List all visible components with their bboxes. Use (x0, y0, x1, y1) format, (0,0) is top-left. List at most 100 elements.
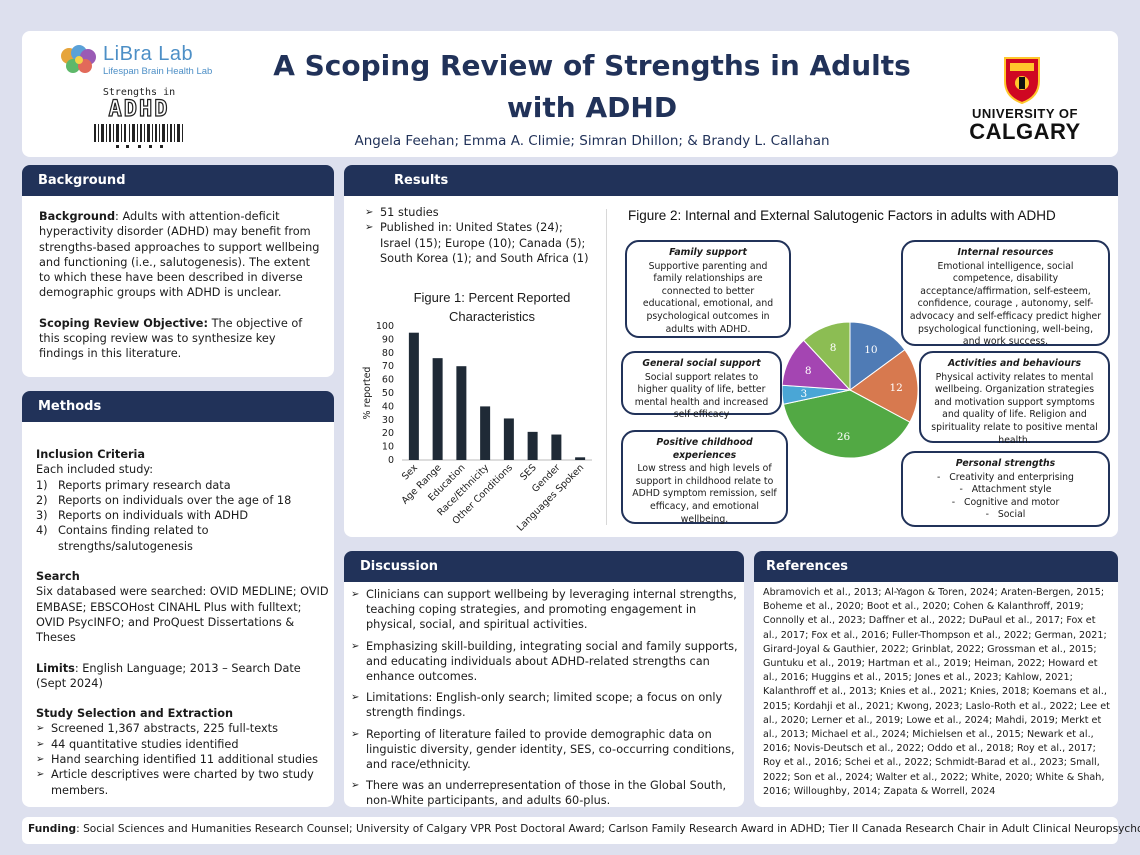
criteria-item: 1) Reports primary research data (36, 478, 332, 493)
y-tick-label: 80 (382, 348, 394, 359)
figure2-title: Figure 2: Internal and External Salutoge… (628, 208, 1056, 223)
strength-item-text: Cognitive and motor (963, 496, 1060, 508)
references-panel: References Abramovich et al., 2013; Al-Y… (754, 551, 1118, 807)
factor-activities-behaviours: Activities and behaviours Physical activ… (919, 351, 1110, 446)
methods-heading: Methods (22, 391, 334, 422)
y-tick-label: 90 (382, 334, 394, 345)
y-tick-label: 20 (382, 428, 394, 439)
bar-race-ethnicity (480, 406, 491, 460)
strength-item: - Creativity and enterprising (937, 471, 1074, 483)
y-tick-label: 0 (388, 455, 394, 466)
selection-list: Screened 1,367 abstracts, 225 full-texts… (36, 721, 332, 797)
y-axis-label: % reported (362, 367, 373, 420)
limits-text: : English Language; 2013 – Search Date (… (36, 661, 301, 690)
selection-item: Screened 1,367 abstracts, 225 full-texts (36, 721, 332, 737)
factor-text: Supportive parenting and family relation… (642, 260, 774, 335)
criteria-item: 4) Contains finding related to strengths/… (36, 523, 332, 554)
x-tick-label: Sex (400, 462, 420, 482)
strength-item: - Cognitive and motor (951, 496, 1060, 508)
criteria-text: Reports primary research data (58, 478, 231, 492)
y-tick-label: 30 (382, 415, 394, 426)
brain-logo-icon (61, 45, 96, 73)
university-line2: CALGARY (969, 119, 1081, 144)
funding-text-line: Funding: Social Sciences and Humanities … (28, 823, 1140, 835)
factor-text: Emotional intelligence, social competenc… (909, 260, 1102, 348)
factor-internal-resources: Internal resources Emotional intelligenc… (901, 240, 1110, 348)
strength-item-text: Social (997, 509, 1026, 521)
y-tick-label: 10 (382, 442, 394, 453)
funding-label: Funding (28, 823, 77, 835)
discussion-heading: Discussion (344, 551, 744, 582)
criteria-text: Reports on individuals with ADHD (58, 509, 249, 523)
strengths-logo-line1: Strengths in (102, 87, 176, 98)
lab-name: LiBra Lab (103, 43, 194, 65)
strengths-logo-line2: ADHD (108, 97, 170, 122)
factor-title: Internal resources (957, 247, 1054, 258)
factor-general-social-support: General social support Social support re… (621, 351, 782, 420)
bar-education (456, 366, 467, 460)
figure1-title-line2: Characteristics (449, 309, 535, 324)
poster-title: A Scoping Review of Strengths in Adults … (222, 45, 962, 129)
selection-item: 44 quantitative studies identified (36, 737, 332, 753)
poster-title-line1: A Scoping Review of Strengths in Adults (273, 49, 911, 82)
background-label: Background (39, 210, 116, 223)
factor-family-support: Family support Supportive parenting and … (625, 240, 791, 338)
university-name: UNIVERSITY OF CALGARY (950, 107, 1100, 143)
pie-label: 12 (889, 382, 902, 394)
limits-label: Limits (36, 661, 75, 675)
criteria-list: 1) Reports primary research data 2) Report… (36, 478, 332, 554)
background-body: Background: Adults with attention-defici… (39, 209, 322, 362)
references-text: Abramovich et al., 2013; Al-Yagon & Tore… (763, 587, 1110, 797)
university-crest-icon (1004, 57, 1040, 105)
discussion-item: Emphasizing skill-building, integrating … (351, 639, 741, 685)
strength-item-text: Attachment style (971, 484, 1052, 496)
strength-item: - Social (985, 509, 1026, 521)
objective-text: The objective of this scoping review was… (39, 316, 303, 361)
bar-languages-spoken (575, 457, 586, 460)
factor-title: Positive childhood experiences (656, 437, 753, 461)
authors: Angela Feehan; Emma A. Climie; Simran Dh… (354, 133, 830, 149)
results-divider (606, 209, 607, 525)
title-banner: LiBra Lab Lifespan Brain Health Lab Stre… (22, 31, 1118, 157)
inclusion-title: Inclusion Criteria (36, 448, 146, 461)
discussion-item: Limitations: English-only search; limite… (351, 690, 741, 720)
x-tick-label: SES (518, 462, 539, 483)
selection-title: Study Selection and Extraction (36, 707, 234, 721)
factor-title: Family support (669, 247, 747, 258)
factor-text: Social support relates to higher quality… (634, 371, 769, 421)
selection-item: Hand searching identified 11 additional … (36, 752, 332, 768)
discussion-item: There was an underrepresentation of thos… (351, 778, 741, 808)
methods-body: Inclusion Criteria Each included study: … (36, 447, 332, 798)
results-bullets: 51 studies Published in: United States (… (365, 205, 591, 266)
pie-label: 10 (864, 344, 877, 356)
bar-age-range (432, 358, 443, 460)
criteria-text: Contains finding related to strengths/sa… (58, 524, 209, 553)
criteria-item: 2) Reports on individuals over the age of… (36, 493, 332, 508)
bar-ses (527, 431, 538, 460)
barcode-icon (94, 124, 183, 148)
discussion-panel: Discussion Clinicians can support wellbe… (344, 551, 744, 807)
criteria-num: 3) (36, 509, 48, 523)
limits-paragraph: Limits: English Language; 2013 – Search … (36, 661, 332, 692)
funding-text: : Social Sciences and Humanities Researc… (76, 823, 1140, 835)
background-paragraph: Background: Adults with attention-defici… (39, 209, 322, 301)
pie-slice (849, 321, 906, 391)
criteria-num: 1) (36, 478, 48, 492)
criteria-text: Reports on individuals over the age of 1… (58, 493, 292, 507)
lab-subtitle: Lifespan Brain Health Lab (103, 66, 213, 77)
strength-item-text: Creativity and enterprising (949, 471, 1074, 483)
background-panel: Background Background: Adults with atten… (22, 165, 334, 377)
search-text: Six databased were searched: OVID MEDLIN… (36, 585, 329, 645)
inclusion-intro: Each included study: (36, 463, 154, 477)
figure1-title-line1: Figure 1: Percent Reported (413, 290, 571, 305)
y-tick-label: 70 (382, 361, 394, 372)
results-bullet: 51 studies (365, 205, 591, 221)
funding-bar: Funding: Social Sciences and Humanities … (22, 817, 1140, 844)
results-heading: Results (344, 165, 1118, 196)
pie-slice (849, 349, 919, 423)
factor-positive-childhood: Positive childhood experiences Low stres… (621, 430, 788, 525)
y-tick-label: 60 (382, 375, 394, 386)
factor-text: Low stress and high levels of support in… (632, 463, 777, 525)
discussion-list: Clinicians can support wellbeing by leve… (351, 587, 741, 809)
criteria-num: 4) (36, 524, 48, 538)
